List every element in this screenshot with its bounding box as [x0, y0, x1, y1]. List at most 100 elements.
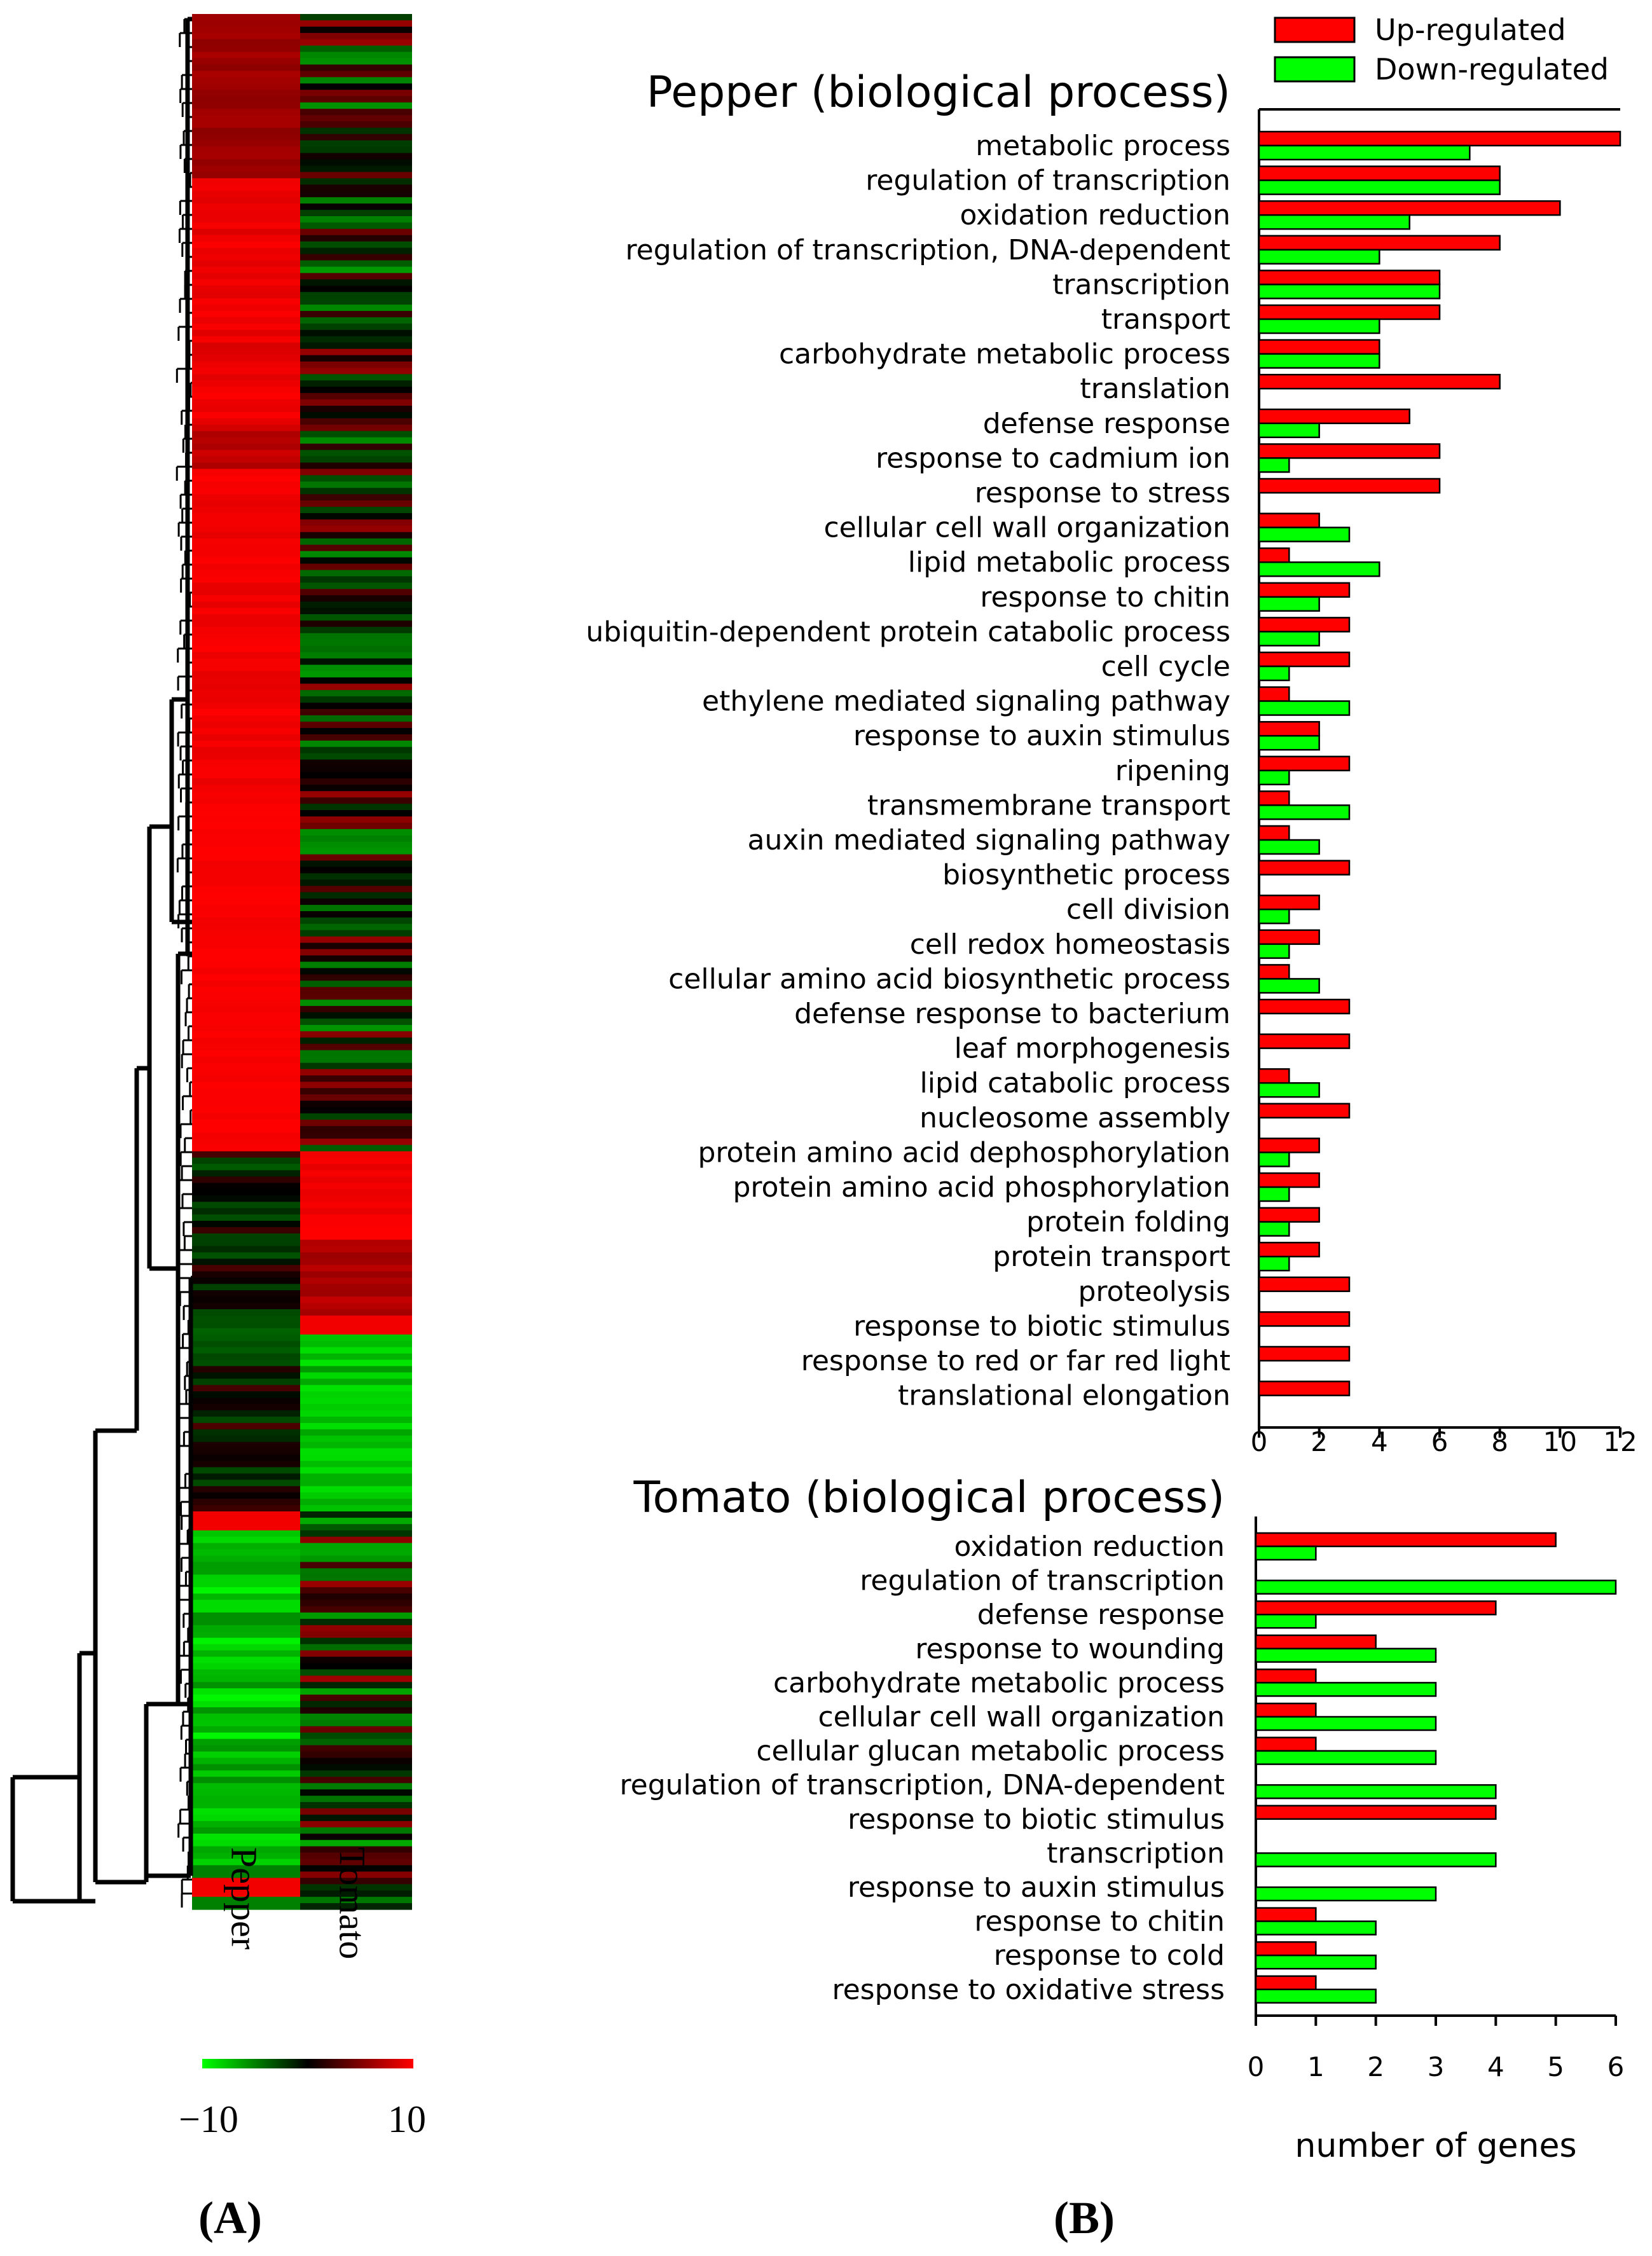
- heatmap-cell-pepper: [192, 58, 300, 65]
- heatmap-cell-pepper: [192, 1612, 300, 1620]
- heatmap-cell-pepper: [192, 936, 300, 944]
- category-label: ethylene mediated signaling pathway: [702, 685, 1230, 718]
- category-label: transcription: [1052, 268, 1230, 301]
- bar-down: [1258, 249, 1380, 265]
- bar-up: [1255, 1737, 1317, 1752]
- heatmap-cell-tomato: [300, 1284, 412, 1291]
- heatmap-cell-tomato: [300, 961, 412, 969]
- heatmap-cell-pepper: [192, 412, 300, 419]
- heatmap-cell-pepper: [192, 20, 300, 27]
- heatmap-cell-pepper: [192, 766, 300, 773]
- heatmap-cell-tomato: [300, 1511, 412, 1518]
- category-label: lipid catabolic process: [920, 1067, 1230, 1099]
- heatmap-cell-tomato: [300, 279, 412, 286]
- heatmap-cell-tomato: [300, 1732, 412, 1740]
- heatmap-cell-tomato: [300, 1246, 412, 1253]
- heatmap-cell-tomato: [300, 1006, 412, 1013]
- heatmap-cell-pepper: [192, 1543, 300, 1550]
- heatmap-cell-tomato: [300, 235, 412, 242]
- heatmap-cell-pepper: [192, 1764, 300, 1771]
- heatmap-cell-pepper: [192, 311, 300, 318]
- heatmap-cell-tomato: [300, 873, 412, 880]
- category-label: carbohydrate metabolic process: [773, 1667, 1225, 1699]
- category-label: defense response: [983, 408, 1230, 440]
- heatmap-cell-pepper: [192, 791, 300, 798]
- heatmap-cell-pepper: [192, 525, 300, 533]
- heatmap-cell-tomato: [300, 1170, 412, 1177]
- heatmap-cell-tomato: [300, 1707, 412, 1714]
- bar-up: [1255, 1600, 1497, 1616]
- heatmap-cell-tomato: [300, 778, 412, 785]
- heatmap-cell-tomato: [300, 1448, 412, 1455]
- heatmap-cell-tomato: [300, 1063, 412, 1070]
- heatmap-cell-pepper: [192, 942, 300, 950]
- x-tick-label: 4: [1371, 1426, 1388, 1457]
- bar-down: [1258, 144, 1471, 161]
- heatmap-cell-pepper: [192, 279, 300, 286]
- heatmap-cell-tomato: [300, 746, 412, 754]
- heatmap-cell-tomato: [300, 216, 412, 223]
- category-label: response to stress: [975, 477, 1230, 509]
- heatmap-cell-tomato: [300, 879, 412, 886]
- heatmap-cell-pepper: [192, 1663, 300, 1670]
- heatmap-cell-pepper: [192, 1303, 300, 1310]
- heatmap-cell-tomato: [300, 64, 412, 72]
- bar-up: [1255, 1532, 1557, 1548]
- heatmap-cell-tomato: [300, 77, 412, 84]
- heatmap-cell-pepper: [192, 418, 300, 425]
- heatmap-cell-pepper: [192, 563, 300, 571]
- heatmap-cell-pepper: [192, 1125, 300, 1133]
- heatmap-cell-tomato: [300, 1499, 412, 1506]
- category-label: metabolic process: [975, 130, 1230, 162]
- x-tick-label: 0: [1251, 1426, 1268, 1457]
- panel-label-a: (A): [198, 2192, 262, 2243]
- heatmap-cell-tomato: [300, 987, 412, 994]
- bar-up: [1258, 790, 1290, 806]
- heatmap-cell-tomato: [300, 917, 412, 925]
- heatmap-cell-pepper: [192, 1897, 300, 1904]
- heatmap-cell-tomato: [300, 450, 412, 457]
- heatmap-cell-tomato: [300, 993, 412, 1000]
- heatmap-cell-tomato: [300, 633, 412, 640]
- category-label: protein amino acid phosphorylation: [733, 1171, 1230, 1204]
- heatmap-cell-pepper: [192, 1277, 300, 1284]
- category-label: transmembrane transport: [867, 789, 1230, 822]
- x-tick-label: 6: [1607, 2051, 1625, 2082]
- heatmap-cell-tomato: [300, 469, 412, 476]
- category-label: regulation of transcription: [865, 165, 1230, 197]
- heatmap-cell-pepper: [192, 854, 300, 862]
- heatmap-cell-tomato: [300, 1328, 412, 1335]
- heatmap-cell-pepper: [192, 134, 300, 141]
- heatmap-cell-pepper: [192, 1164, 300, 1171]
- heatmap-cell-tomato: [300, 241, 412, 249]
- bar-up: [1258, 720, 1320, 737]
- heatmap-cell-tomato: [300, 210, 412, 217]
- heatmap-cell-pepper: [192, 879, 300, 886]
- heatmap-cell-tomato: [300, 184, 412, 191]
- heatmap-cell-pepper: [192, 1113, 300, 1120]
- heatmap-cell-pepper: [192, 911, 300, 918]
- heatmap-cell-tomato: [300, 1543, 412, 1550]
- heatmap-cell-pepper: [192, 1170, 300, 1177]
- heatmap-cell-pepper: [192, 424, 300, 432]
- heatmap-cell-tomato: [300, 462, 412, 470]
- heatmap-cell-pepper: [192, 387, 300, 394]
- bar-down: [1255, 1852, 1497, 1867]
- bar-down: [1255, 1613, 1317, 1629]
- heatmap-cell-tomato: [300, 1233, 412, 1241]
- heatmap-cell-pepper: [192, 740, 300, 748]
- bar-down: [1255, 1920, 1377, 1936]
- heatmap-cell-pepper: [192, 1069, 300, 1076]
- heatmap-cell-pepper: [192, 1701, 300, 1708]
- category-label: ripening: [1115, 755, 1230, 787]
- heatmap-cell-tomato: [300, 1492, 412, 1499]
- bar-up: [1255, 1975, 1317, 1991]
- heatmap-cell-pepper: [192, 1353, 300, 1361]
- heatmap-panel: Pepper Tomato −10 10 (A): [10, 14, 426, 2243]
- heatmap-cell-tomato: [300, 134, 412, 141]
- heatmap-cell-pepper: [192, 273, 300, 280]
- bar-up: [1255, 1805, 1497, 1820]
- heatmap-cell-pepper: [192, 1499, 300, 1506]
- heatmap-cell-tomato: [300, 1486, 412, 1493]
- category-label: response to wounding: [915, 1633, 1225, 1665]
